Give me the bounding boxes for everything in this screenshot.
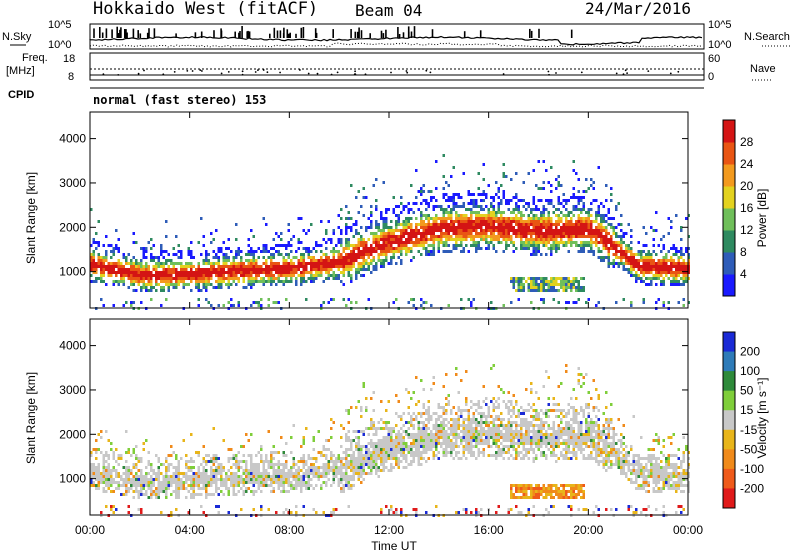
power-panel: 1000 2000 3000 4000 Slant Range [km] 4 8 12 16… [24, 111, 769, 310]
x-tick-label: 04:00 [175, 523, 205, 537]
colorbar-swatch [723, 468, 735, 489]
colorbar-tick: -100 [740, 462, 764, 476]
noise-tick-top: 10^5 [48, 19, 72, 31]
y-tick-label: 4000 [59, 132, 86, 146]
radar-title: Hokkaido West (fitACF) [93, 0, 318, 19]
x-tick-label: 08:00 [274, 523, 304, 537]
freq-panel: Freq. [MHz] 18 8 60 0 Nave [6, 52, 776, 83]
colorbar-tick: 20 [740, 179, 754, 193]
noise-right-tick-top: 10^5 [708, 19, 732, 31]
power-colorbar-label: Power [dB] [755, 189, 769, 248]
power-ylabel: Slant Range [km] [24, 172, 38, 264]
nave-tick-bottom: 0 [708, 71, 714, 83]
y-tick-label: 4000 [59, 339, 86, 353]
colorbar-tick: 28 [740, 135, 754, 149]
velocity-ylabel: Slant Range [km] [24, 372, 38, 464]
nsearch-label: N.Search [744, 31, 790, 43]
y-tick-label: 3000 [59, 383, 86, 397]
freq-tick-top: 18 [63, 53, 75, 65]
colorbar-swatch [723, 332, 735, 353]
nave-label: Nave [750, 63, 776, 75]
y-tick-label: 2000 [59, 220, 86, 234]
freq-label: Freq. [22, 52, 48, 64]
nave-tick-top: 60 [708, 53, 720, 65]
freq-tick-bottom: 8 [68, 71, 74, 83]
beam-label: Beam 04 [355, 1, 422, 20]
colorbar-swatch [723, 252, 735, 275]
colorbar-swatch [723, 186, 735, 209]
x-tick-label: 00:00 [75, 523, 105, 537]
y-tick-label: 1000 [59, 265, 86, 279]
colorbar-tick: 16 [740, 201, 754, 215]
colorbar-swatch [723, 449, 735, 470]
colorbar-tick: -50 [740, 442, 758, 456]
freq-unit: [MHz] [6, 65, 35, 77]
colorbar-tick: 15 [740, 403, 754, 417]
x-tick-label: 20:00 [573, 523, 603, 537]
nsky-label: N.Sky [2, 31, 32, 43]
x-axis-label: Time UT [371, 539, 417, 553]
colorbar-tick: 100 [740, 364, 760, 378]
noise-tick-bottom: 10^0 [48, 39, 72, 51]
date-label: 24/Mar/2016 [585, 0, 691, 18]
y-tick-label: 2000 [59, 427, 86, 441]
colorbar-swatch [723, 410, 735, 431]
x-tick-label: 00:00 [673, 523, 703, 537]
cpid-text: normal (fast stereo) 153 [93, 93, 266, 107]
colorbar-tick: -15 [740, 423, 758, 437]
y-tick-label: 1000 [59, 472, 86, 486]
cpid-label: CPID [8, 89, 34, 101]
colorbar-tick: 24 [740, 157, 754, 171]
colorbar-swatch [723, 142, 735, 165]
x-tick-label: 16:00 [474, 523, 504, 537]
y-tick-label: 3000 [59, 176, 86, 190]
colorbar-swatch [723, 488, 735, 509]
colorbar-swatch [723, 208, 735, 231]
colorbar-swatch [723, 390, 735, 411]
colorbar-swatch [723, 351, 735, 372]
noise-panel: N.Sky 10^5 10^0 10^5 10^0 N.Search [2, 19, 790, 51]
colorbar-swatch [723, 230, 735, 253]
colorbar-tick: 200 [740, 345, 760, 359]
x-tick-label: 12:00 [374, 523, 404, 537]
colorbar-swatch [723, 164, 735, 187]
colorbar-tick: 4 [740, 267, 747, 281]
colorbar-swatch [723, 120, 735, 143]
noise-right-tick-bottom: 10^0 [708, 39, 732, 51]
colorbar-swatch [723, 274, 735, 297]
colorbar-swatch [723, 371, 735, 392]
velocity-panel: 1000 2000 3000 4000 Slant Range [km] 200 100… [24, 318, 769, 517]
colorbar-tick: -200 [740, 481, 764, 495]
colorbar-tick: 50 [740, 384, 754, 398]
cpid-panel: CPID normal (fast stereo) 153 [8, 87, 704, 107]
colorbar-tick: 12 [740, 223, 754, 237]
colorbar-swatch [723, 429, 735, 450]
colorbar-tick: 8 [740, 245, 747, 259]
velocity-colorbar-label: Velocity [m s⁻¹] [755, 377, 769, 458]
